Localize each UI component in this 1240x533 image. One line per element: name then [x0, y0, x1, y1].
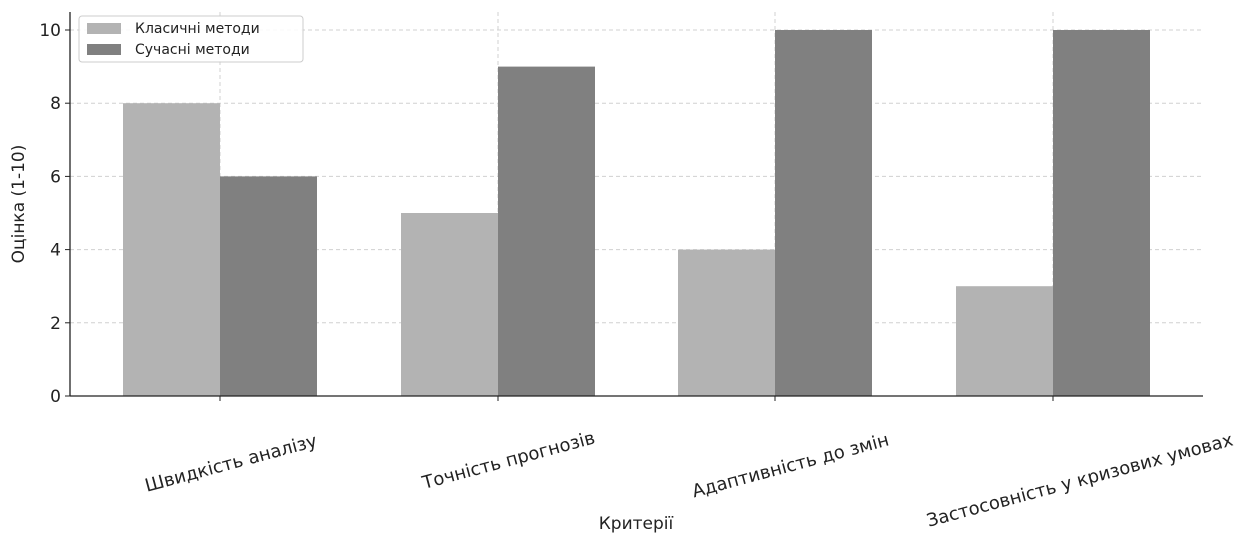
legend-swatch-modern: [87, 44, 121, 55]
legend: Класичні методи Сучасні методи: [78, 15, 304, 63]
y-tick-label: 4: [50, 241, 61, 261]
bar-modern-0: [220, 176, 317, 396]
bars: [123, 30, 1150, 396]
legend-label-modern: Сучасні методи: [135, 42, 250, 58]
legend-label-classic: Класичні методи: [135, 21, 260, 37]
legend-box: [78, 15, 304, 63]
y-tick-label: 10: [39, 21, 61, 41]
y-tick-label: 8: [50, 94, 61, 114]
x-tick-label: Швидкість аналізу: [143, 430, 320, 496]
legend-swatch-classic: [87, 23, 121, 34]
bar-modern-3: [1053, 30, 1150, 396]
bar-classic-2: [678, 249, 775, 396]
x-axis-title: Критерії: [599, 514, 674, 533]
bar-classic-1: [401, 213, 498, 396]
y-tick-label: 2: [50, 314, 61, 334]
x-tick-label: Точність прогнозів: [419, 428, 597, 495]
bar-classic-0: [123, 103, 220, 396]
x-tick-label: Адаптивність до змін: [690, 430, 891, 503]
y-axis-title: Оцінка (1-10): [9, 145, 29, 264]
bar-modern-1: [498, 66, 595, 396]
bar-modern-2: [775, 30, 872, 396]
axes: [69, 12, 1203, 397]
x-tick-label: Застосовність у кризових умовах: [924, 429, 1235, 531]
bar-classic-3: [956, 286, 1053, 396]
x-tick-labels: Швидкість аналізу Точність прогнозів Адапт…: [143, 396, 1236, 532]
y-tick-label: 6: [50, 167, 61, 187]
y-tick-labels: 0 2 4 6 8 10: [39, 21, 70, 407]
y-tick-label: 0: [50, 387, 61, 407]
